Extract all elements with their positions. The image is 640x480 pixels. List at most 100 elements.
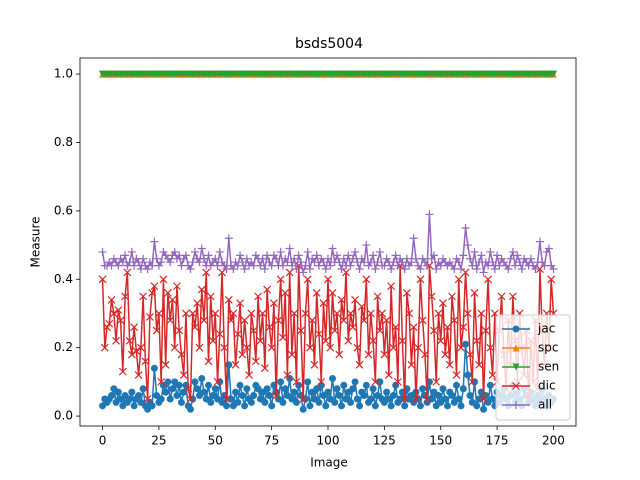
marker — [315, 330, 323, 338]
marker — [376, 378, 384, 386]
marker — [166, 395, 174, 403]
marker — [278, 333, 287, 342]
marker — [448, 392, 456, 400]
marker — [188, 309, 197, 318]
marker — [240, 316, 249, 325]
marker — [512, 363, 520, 371]
marker — [375, 247, 384, 256]
marker — [126, 395, 134, 403]
y-tick-label: 0.0 — [54, 409, 73, 423]
marker — [317, 377, 326, 386]
marker — [348, 254, 357, 263]
marker — [236, 251, 245, 260]
x-axis-label: Image — [310, 456, 348, 470]
marker — [260, 265, 269, 274]
marker — [258, 254, 267, 263]
marker — [387, 265, 396, 274]
marker — [321, 336, 330, 345]
marker — [526, 254, 535, 263]
marker — [177, 261, 186, 270]
marker — [258, 309, 267, 318]
marker — [229, 265, 238, 274]
legend: jac spc sen dic all — [495, 314, 571, 421]
marker — [272, 254, 281, 263]
marker — [191, 323, 199, 332]
marker — [310, 360, 319, 369]
marker — [173, 282, 181, 291]
marker — [414, 343, 423, 352]
marker — [326, 343, 335, 352]
marker — [200, 254, 208, 263]
marker — [549, 265, 558, 274]
marker — [242, 343, 251, 352]
marker — [411, 254, 420, 263]
marker — [215, 330, 224, 338]
x-tick-label: 50 — [208, 434, 223, 448]
marker — [193, 299, 202, 308]
marker — [238, 392, 246, 400]
marker — [392, 381, 400, 389]
legend-label: jac — [537, 322, 555, 336]
y-tick-label: 0.4 — [54, 272, 73, 286]
marker — [353, 258, 362, 267]
marker — [218, 268, 226, 277]
legend-label: spc — [538, 341, 558, 355]
marker — [486, 343, 495, 352]
marker — [421, 350, 429, 359]
marker — [301, 309, 310, 318]
marker — [136, 343, 145, 352]
marker — [484, 261, 493, 270]
marker — [512, 325, 520, 333]
marker — [380, 350, 389, 359]
marker — [268, 402, 276, 410]
marker — [486, 381, 494, 389]
x-tick-label: 175 — [486, 434, 509, 448]
marker — [211, 254, 220, 263]
marker — [495, 261, 504, 270]
marker — [468, 377, 477, 386]
marker — [459, 385, 467, 393]
marker — [493, 251, 502, 260]
marker — [274, 316, 283, 325]
marker — [186, 395, 195, 403]
marker — [276, 275, 285, 284]
marker — [233, 261, 242, 270]
marker — [475, 395, 483, 403]
marker — [100, 343, 109, 352]
marker — [348, 323, 357, 332]
marker — [204, 251, 213, 260]
marker — [412, 395, 420, 403]
marker — [247, 309, 256, 318]
marker — [150, 282, 159, 291]
marker — [180, 388, 188, 396]
marker — [263, 385, 271, 393]
marker — [380, 261, 389, 270]
marker — [182, 309, 190, 318]
marker — [369, 251, 378, 260]
marker — [428, 395, 436, 403]
marker — [506, 254, 515, 263]
marker — [353, 395, 361, 403]
marker — [375, 326, 384, 335]
marker — [436, 336, 445, 345]
marker — [475, 258, 484, 267]
marker — [416, 402, 424, 410]
marker — [450, 265, 459, 274]
marker — [109, 309, 118, 318]
marker — [340, 381, 348, 389]
marker — [479, 395, 488, 403]
marker — [181, 251, 190, 260]
marker — [423, 395, 432, 403]
marker — [391, 323, 400, 332]
marker — [285, 244, 294, 253]
marker — [234, 398, 242, 406]
marker — [143, 395, 152, 403]
marker — [472, 265, 481, 274]
marker — [357, 302, 366, 311]
marker — [416, 275, 425, 284]
marker — [290, 309, 299, 318]
marker — [472, 336, 481, 345]
marker — [206, 292, 215, 301]
marker — [387, 402, 395, 410]
marker — [400, 395, 409, 403]
